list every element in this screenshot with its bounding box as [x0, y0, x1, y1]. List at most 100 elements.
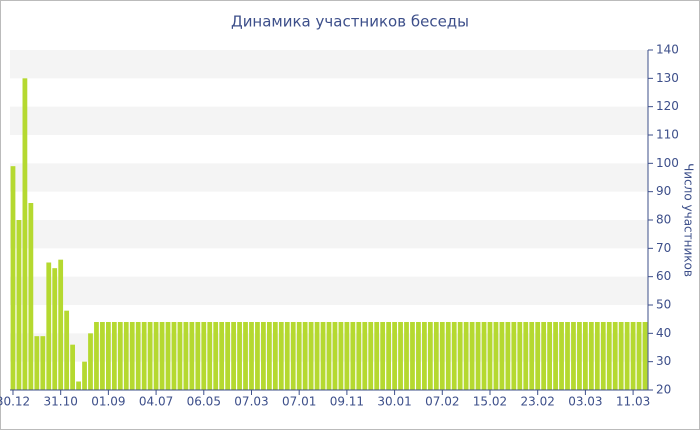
bar	[22, 78, 28, 390]
bar	[284, 322, 290, 390]
y-tick-label: 80	[656, 213, 671, 227]
x-tick-label: 03.03	[568, 395, 602, 409]
y-axis-label: Число участников	[682, 163, 696, 277]
bar	[410, 322, 415, 390]
x-tick-label: 07.02	[425, 395, 459, 409]
bar	[487, 322, 493, 390]
bar	[517, 322, 523, 390]
x-tick-label: 30.12	[0, 395, 30, 409]
bar	[422, 322, 427, 390]
bar	[445, 322, 451, 390]
bar	[94, 322, 99, 390]
bar	[105, 322, 111, 390]
bar	[475, 322, 481, 390]
bar	[34, 336, 40, 390]
bar	[636, 322, 642, 390]
bar	[135, 322, 141, 390]
bar	[600, 322, 606, 390]
y-tick-label: 140	[656, 43, 679, 57]
bar	[439, 322, 445, 390]
bar	[141, 322, 147, 390]
bar	[493, 322, 499, 390]
bar	[547, 322, 553, 390]
bar	[427, 322, 433, 390]
bar	[380, 322, 386, 390]
bar	[64, 310, 70, 390]
bar	[153, 322, 159, 390]
bar	[129, 322, 135, 390]
bar	[559, 322, 564, 390]
bar	[308, 322, 314, 390]
bar	[16, 220, 22, 390]
bar	[583, 322, 588, 390]
bar	[398, 322, 403, 390]
bar	[457, 322, 463, 390]
bar	[433, 322, 439, 390]
bar	[171, 322, 177, 390]
x-tick-label: 04.07	[139, 395, 173, 409]
bar	[177, 322, 183, 390]
x-tick-label: 06.05	[187, 395, 221, 409]
bar	[642, 322, 648, 390]
bar	[529, 322, 535, 390]
y-tick-label: 30	[656, 354, 671, 368]
bar	[88, 333, 93, 390]
grid-band	[10, 106, 648, 135]
bar	[183, 322, 189, 390]
bar	[624, 322, 630, 390]
bar	[58, 259, 64, 390]
bar	[243, 322, 248, 390]
bar	[374, 322, 380, 390]
bar	[451, 322, 457, 390]
bar	[225, 322, 231, 390]
bar	[469, 322, 475, 390]
bar	[219, 322, 225, 390]
grid-band	[10, 276, 648, 305]
y-tick-label: 100	[656, 156, 679, 170]
bar	[594, 322, 600, 390]
bar	[266, 322, 272, 390]
x-tick-label: 07.01	[282, 395, 316, 409]
bar	[618, 322, 624, 390]
bar	[189, 322, 195, 390]
x-tick-label: 11.03	[616, 395, 650, 409]
bar	[70, 344, 75, 390]
bar	[314, 322, 320, 390]
bar	[296, 322, 302, 390]
bar	[10, 166, 16, 390]
bar	[332, 322, 338, 390]
bar	[541, 322, 547, 390]
y-tick-label: 110	[656, 128, 679, 142]
bar	[213, 322, 219, 390]
bar	[40, 336, 46, 390]
bar	[344, 322, 350, 390]
bar	[386, 322, 392, 390]
x-tick-label: 09.11	[330, 395, 364, 409]
bar	[463, 322, 469, 390]
bar	[278, 322, 284, 390]
chart-title: Динамика участников беседы	[231, 13, 469, 31]
bar	[231, 322, 236, 390]
bar	[111, 322, 117, 390]
bar	[320, 322, 326, 390]
bar	[201, 322, 207, 390]
y-tick-label: 20	[656, 383, 671, 397]
bar	[272, 322, 278, 390]
grid-band	[10, 50, 648, 79]
x-tick-label: 15.02	[473, 395, 507, 409]
y-tick-label: 70	[656, 241, 671, 255]
bar	[123, 322, 129, 390]
y-tick-label: 130	[656, 71, 679, 85]
grid-band	[10, 220, 648, 249]
bar	[46, 262, 52, 390]
bar	[481, 322, 487, 390]
bar	[261, 322, 266, 390]
y-tick-label: 90	[656, 184, 671, 198]
x-tick-label: 07.03	[234, 395, 268, 409]
y-tick-label: 50	[656, 298, 671, 312]
bar	[606, 322, 612, 390]
bar	[249, 322, 254, 390]
bar	[117, 322, 123, 390]
bar	[28, 203, 34, 390]
